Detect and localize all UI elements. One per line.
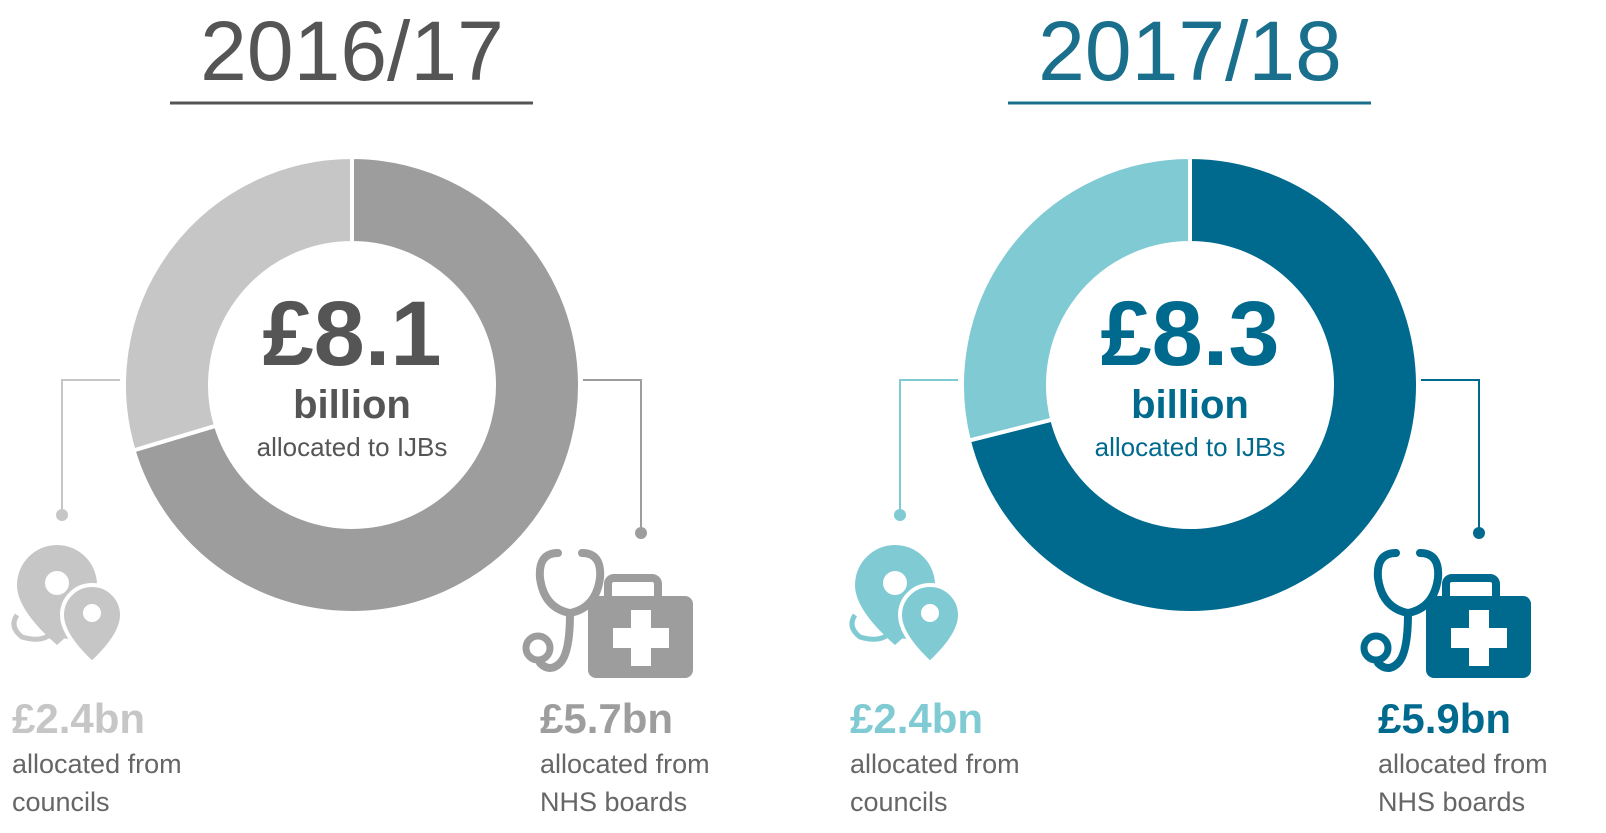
donut-segment bbox=[131, 154, 582, 615]
segment-label: councils bbox=[850, 787, 948, 817]
center-unit: billion bbox=[1131, 383, 1249, 427]
center-caption: allocated to IJBs bbox=[1095, 432, 1286, 462]
panel-title: 2016/17 bbox=[200, 4, 504, 98]
stethoscope bbox=[535, 549, 605, 672]
center-unit: billion bbox=[293, 383, 411, 427]
councils-icon bbox=[849, 545, 963, 666]
center-value: £8.1 bbox=[262, 283, 441, 385]
leader-line bbox=[61, 379, 120, 515]
pin-hole bbox=[883, 571, 907, 595]
stethoscope-end bbox=[522, 632, 554, 664]
kit-cross bbox=[1451, 610, 1507, 666]
leader-dot bbox=[56, 509, 68, 521]
pin-hole bbox=[45, 571, 69, 595]
leader-dot bbox=[894, 509, 906, 521]
leader-line bbox=[899, 379, 958, 515]
segment-label: allocated from bbox=[12, 749, 182, 779]
nhs-icon bbox=[522, 549, 693, 678]
segment-label: NHS boards bbox=[540, 787, 687, 817]
pin-hole bbox=[83, 604, 101, 622]
value-label: £2.4bn bbox=[12, 695, 145, 742]
donut-segment bbox=[960, 154, 1192, 443]
pin-hole bbox=[921, 604, 939, 622]
kit-cross bbox=[613, 610, 669, 666]
councils-icon bbox=[11, 545, 125, 666]
leader-dot bbox=[635, 527, 647, 539]
segment-label: allocated from bbox=[1378, 749, 1548, 779]
pin-small bbox=[897, 582, 963, 666]
value-label: £5.7bn bbox=[540, 695, 673, 742]
center-caption: allocated to IJBs bbox=[257, 432, 448, 462]
value-label: £5.9bn bbox=[1378, 695, 1511, 742]
leader-line bbox=[583, 379, 642, 533]
nhs-icon bbox=[1360, 549, 1531, 678]
center-value: £8.3 bbox=[1100, 283, 1279, 385]
panel-title: 2017/18 bbox=[1038, 4, 1342, 98]
pin-small bbox=[59, 582, 125, 666]
stethoscope-end bbox=[1360, 632, 1392, 664]
donut-segment bbox=[966, 154, 1420, 615]
leader-dot bbox=[1473, 527, 1485, 539]
leader-line bbox=[1421, 379, 1480, 533]
segment-label: allocated from bbox=[850, 749, 1020, 779]
segment-label: councils bbox=[12, 787, 110, 817]
stethoscope bbox=[1373, 549, 1443, 672]
donut-segment bbox=[122, 154, 354, 453]
segment-label: allocated from bbox=[540, 749, 710, 779]
value-label: £2.4bn bbox=[850, 695, 983, 742]
segment-label: NHS boards bbox=[1378, 787, 1525, 817]
